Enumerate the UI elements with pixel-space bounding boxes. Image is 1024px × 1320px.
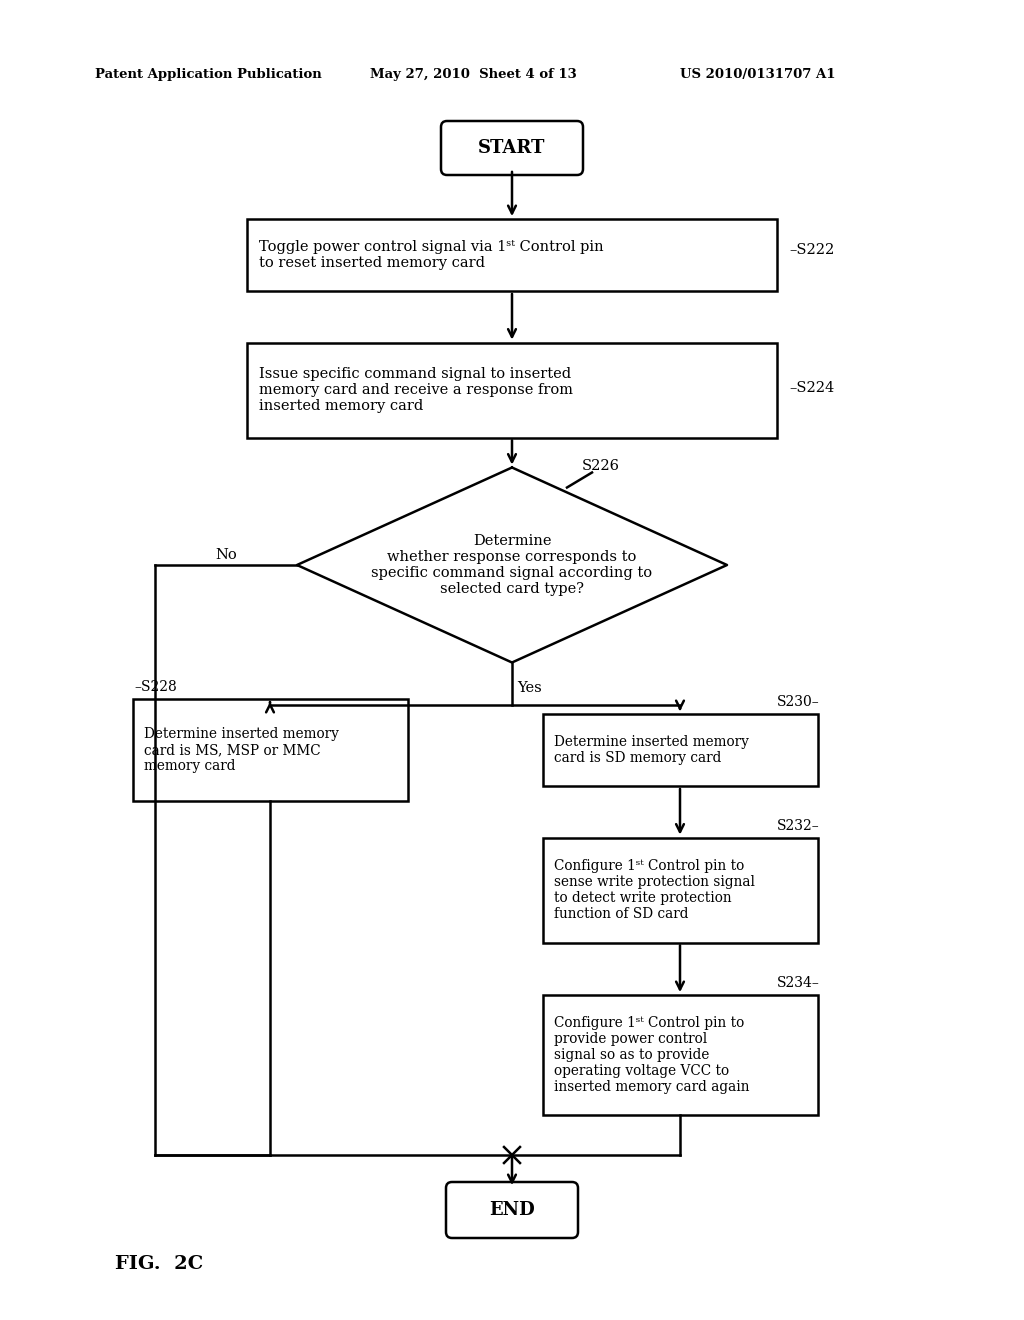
Text: May 27, 2010  Sheet 4 of 13: May 27, 2010 Sheet 4 of 13	[370, 69, 577, 81]
Bar	[247, 342, 777, 437]
Text: No: No	[215, 548, 237, 562]
Bar	[543, 837, 817, 942]
Text: Determine
whether response corresponds to
specific command signal according to
s: Determine whether response corresponds t…	[372, 533, 652, 597]
Text: Determine inserted memory
card is MS, MSP or MMC
memory card: Determine inserted memory card is MS, MS…	[144, 727, 339, 774]
Text: Determine inserted memory
card is SD memory card: Determine inserted memory card is SD mem…	[555, 735, 750, 766]
Bar	[543, 714, 817, 785]
Bar	[247, 219, 777, 290]
Text: Yes: Yes	[517, 681, 542, 694]
Bar	[132, 700, 408, 801]
Text: US 2010/0131707 A1: US 2010/0131707 A1	[680, 69, 836, 81]
FancyBboxPatch shape	[446, 1181, 578, 1238]
FancyBboxPatch shape	[441, 121, 583, 176]
Bar	[543, 995, 817, 1115]
Text: –S224: –S224	[790, 381, 835, 395]
Text: –S222: –S222	[790, 243, 835, 257]
Text: Configure 1ˢᵗ Control pin to
sense write protection signal
to detect write prote: Configure 1ˢᵗ Control pin to sense write…	[555, 859, 756, 921]
Text: Patent Application Publication: Patent Application Publication	[95, 69, 322, 81]
Text: S234–: S234–	[776, 975, 819, 990]
Text: S232–: S232–	[777, 818, 819, 833]
Text: S230–: S230–	[777, 696, 819, 709]
Text: START: START	[478, 139, 546, 157]
Text: FIG.  2C: FIG. 2C	[115, 1255, 203, 1272]
Text: –S228: –S228	[134, 680, 177, 694]
Text: END: END	[489, 1201, 535, 1218]
Text: S226: S226	[582, 458, 620, 473]
Text: Issue specific command signal to inserted
memory card and receive a response fro: Issue specific command signal to inserte…	[259, 367, 573, 413]
Text: Toggle power control signal via 1ˢᵗ Control pin
to reset inserted memory card: Toggle power control signal via 1ˢᵗ Cont…	[259, 240, 603, 271]
Text: Configure 1ˢᵗ Control pin to
provide power control
signal so as to provide
opera: Configure 1ˢᵗ Control pin to provide pow…	[555, 1015, 750, 1094]
